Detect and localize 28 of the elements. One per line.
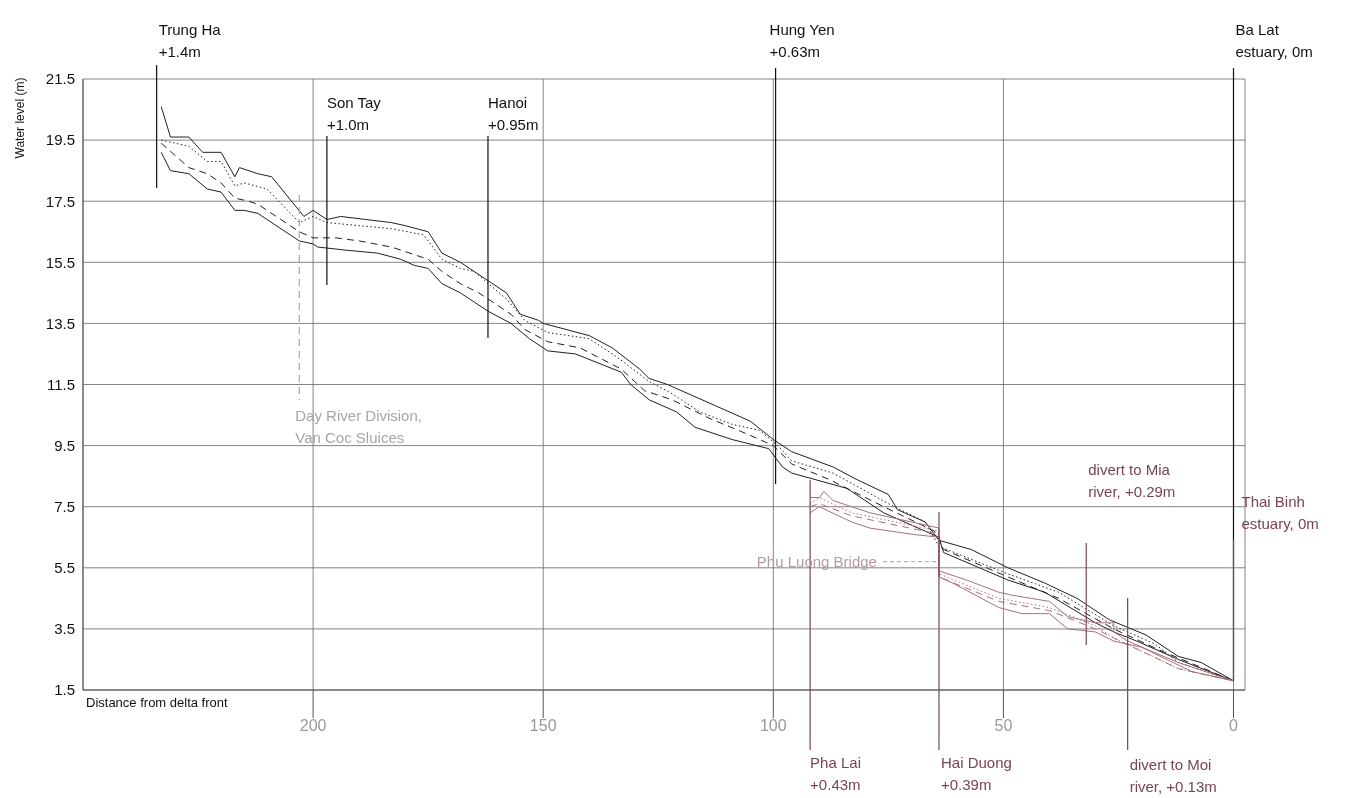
ref-line-label: divert to Mia river, +0.29m: [1088, 461, 1176, 500]
ref-line-label: Hung Yen +0.63m: [769, 21, 835, 60]
x-tick-label: 200: [299, 717, 327, 735]
x-tick-label: 150: [529, 717, 557, 735]
y-tick-label: 17.5: [45, 192, 75, 210]
y-tick-label: 11.5: [46, 375, 75, 393]
ref-line-label: Pha Lai +0.43m: [810, 754, 861, 793]
ref-line-label: Son Tay +1.0m: [326, 94, 382, 133]
y-axis-title: Water level (m): [13, 77, 27, 159]
ref-line-label: Ba Lat estuary, 0m: [1235, 21, 1313, 60]
y-tick-label: 1.5: [54, 681, 75, 699]
x-axis-title: Distance from delta front: [86, 695, 228, 710]
x-tick-label: 0: [1229, 717, 1239, 735]
y-tick-label: 19.5: [45, 131, 75, 149]
y-tick-label: 7.5: [54, 498, 75, 516]
ref-line-label: Hanoi +0.95m: [487, 94, 539, 133]
y-tick-label: 13.5: [45, 314, 75, 332]
ref-line-label: Thai Binh estuary, 0m: [1241, 493, 1319, 532]
x-tick-label: 100: [759, 717, 787, 735]
ref-line-label: Trung Ha +1.4m: [158, 21, 222, 60]
y-tick-label: 5.5: [54, 559, 75, 577]
ref-line-label: divert to Moi river, +0.13m: [1129, 756, 1217, 795]
y-tick-label: 15.5: [45, 253, 75, 271]
ref-line-label: Hai Duong +0.39m: [940, 754, 1012, 793]
x-tick-label: 50: [994, 717, 1013, 735]
y-tick-label: 9.5: [54, 436, 75, 454]
y-tick-label: 21.5: [45, 70, 75, 88]
y-tick-label: 3.5: [54, 620, 75, 638]
